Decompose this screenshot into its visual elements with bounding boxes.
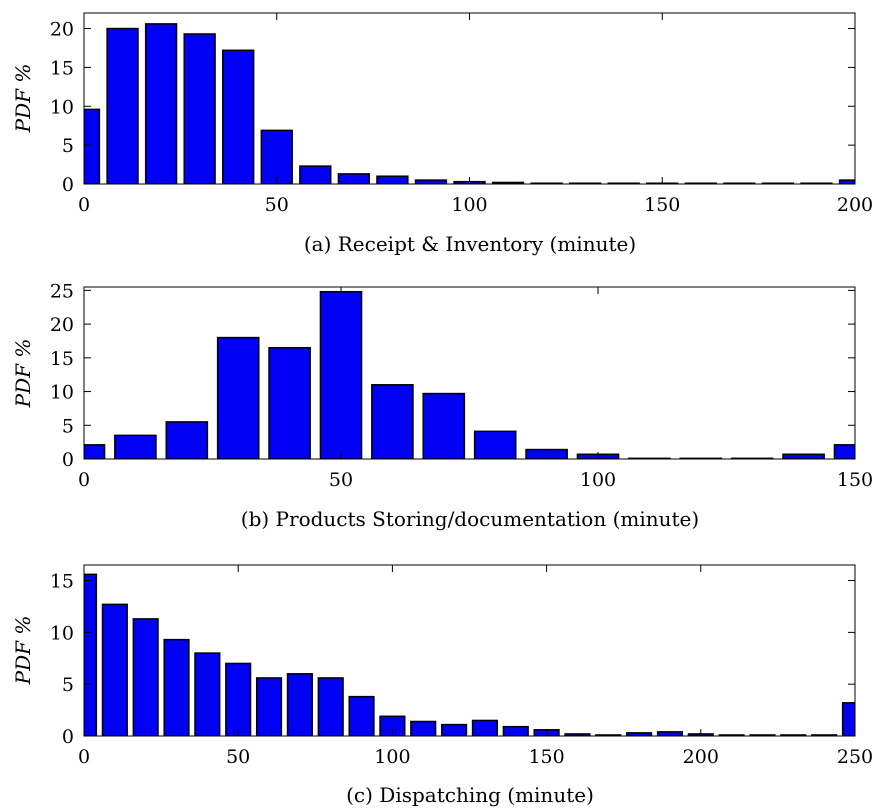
x-tick-label-products-storing-100: 100 [580, 469, 616, 491]
bar-products-storing-10 [114, 434, 157, 459]
bar-products-storing-20 [165, 421, 209, 459]
bar-receipt-inventory-60 [299, 165, 332, 184]
bar-dispatching-30 [163, 638, 190, 736]
x-tick-label-receipt-inventory-200: 200 [837, 194, 873, 216]
x-tick-label-products-storing-50: 50 [329, 469, 353, 491]
bar-receipt-inventory-50 [260, 129, 293, 184]
bar-dispatching-60 [255, 677, 283, 736]
y-tick-label-products-storing-15: 15 [50, 348, 74, 370]
x-tick-label-dispatching-100: 100 [374, 746, 410, 768]
bar-dispatching-90 [348, 695, 375, 736]
bar-products-storing-30 [216, 336, 260, 459]
y-tick-label-dispatching-0: 0 [62, 726, 74, 748]
y-tick-label-receipt-inventory-10: 10 [50, 96, 74, 118]
caption-products-storing: (b) Products Storing/documentation (minu… [241, 507, 699, 531]
bar-dispatching-40 [194, 652, 221, 736]
panel-products-storing: 0 50 100 150 0 5 10 15 20 25 PDF % (b) Products S… [11, 280, 873, 531]
y-axis-label-dispatching: PDF % [11, 616, 35, 686]
x-tick-label-products-storing-150: 150 [837, 469, 873, 491]
bar-receipt-inventory-90 [414, 179, 448, 184]
y-tick-label-dispatching-10: 10 [50, 622, 74, 644]
ticks-products-storing: 0 50 100 150 0 5 10 15 20 25 [50, 280, 873, 491]
bar-dispatching-170 [595, 734, 622, 736]
x-tick-label-products-storing-0: 0 [78, 469, 90, 491]
x-tick-label-dispatching-150: 150 [528, 746, 564, 768]
y-tick-label-dispatching-5: 5 [62, 674, 74, 696]
bar-dispatching-180 [626, 732, 653, 736]
y-tick-label-receipt-inventory-5: 5 [62, 135, 74, 157]
x-tick-label-receipt-inventory-100: 100 [451, 194, 487, 216]
bar-dispatching-70 [286, 673, 313, 736]
bar-products-storing-40 [268, 346, 311, 459]
y-tick-label-products-storing-20: 20 [50, 314, 74, 336]
bar-dispatching-110 [410, 720, 437, 736]
bar-dispatching-80 [317, 677, 344, 736]
bar-products-storing-140 [782, 453, 825, 459]
x-tick-label-dispatching-250: 250 [837, 746, 873, 768]
bar-dispatching-120 [440, 723, 468, 736]
x-tick-label-receipt-inventory-150: 150 [644, 194, 680, 216]
bar-dispatching-0 [84, 573, 98, 736]
bar-receipt-inventory-200 [838, 179, 855, 184]
bar-receipt-inventory-70 [337, 173, 371, 184]
bar-receipt-inventory-80 [376, 175, 409, 184]
bar-dispatching-210 [718, 734, 745, 736]
bar-products-storing-0 [84, 444, 106, 459]
panel-receipt-inventory: 0 50 100 150 200 0 5 10 15 20 PDF % (a) Receipt &… [11, 12, 873, 256]
ticks-dispatching: 0 50 100 150 200 250 0 5 10 15 [50, 565, 873, 768]
bar-products-storing-60 [371, 384, 414, 459]
bar-dispatching-20 [132, 618, 159, 736]
y-axis-label-receipt-inventory: PDF % [11, 64, 35, 134]
x-tick-label-dispatching-50: 50 [226, 746, 250, 768]
caption-dispatching: (c) Dispatching (minute) [346, 783, 594, 807]
ticks-receipt-inventory: 0 50 100 150 200 0 5 10 15 20 [50, 13, 873, 216]
x-tick-label-receipt-inventory-50: 50 [265, 194, 289, 216]
y-tick-label-products-storing-5: 5 [62, 415, 74, 437]
bars-products-storing [84, 290, 855, 459]
bar-dispatching-230 [780, 734, 807, 736]
bar-products-storing-70 [422, 392, 466, 459]
bar-products-storing-80 [473, 430, 517, 459]
bar-dispatching-140 [502, 725, 529, 736]
y-tick-label-products-storing-25: 25 [50, 280, 74, 302]
bar-dispatching-50 [225, 662, 252, 736]
y-tick-label-dispatching-15: 15 [50, 571, 74, 593]
x-tick-label-dispatching-200: 200 [683, 746, 719, 768]
bar-dispatching-240 [811, 734, 838, 736]
caption-receipt-inventory: (a) Receipt & Inventory (minute) [304, 232, 636, 256]
bar-receipt-inventory-10 [106, 27, 139, 184]
x-tick-label-receipt-inventory-0: 0 [78, 194, 90, 216]
bar-receipt-inventory-30 [183, 33, 216, 184]
bar-products-storing-150 [833, 444, 855, 459]
plot-frame-dispatching [83, 564, 856, 737]
bar-receipt-inventory-40 [222, 49, 255, 184]
bar-products-storing-50 [319, 290, 363, 459]
bar-products-storing-90 [525, 448, 568, 459]
x-tick-label-dispatching-0: 0 [78, 746, 90, 768]
bar-dispatching-190 [656, 731, 684, 736]
bars-receipt-inventory [84, 23, 855, 184]
bar-dispatching-130 [471, 719, 498, 736]
bar-dispatching-10 [101, 603, 128, 736]
y-tick-label-receipt-inventory-15: 15 [50, 57, 74, 79]
bar-dispatching-220 [749, 734, 776, 736]
bars-dispatching [84, 573, 855, 736]
panel-dispatching: 0 50 100 150 200 250 0 5 10 15 PDF % (c) Dispatch… [11, 564, 873, 807]
y-tick-label-receipt-inventory-0: 0 [62, 174, 74, 196]
y-tick-label-products-storing-10: 10 [50, 382, 74, 404]
bar-receipt-inventory-20 [144, 23, 178, 184]
y-axis-label-products-storing: PDF % [11, 339, 35, 409]
y-tick-label-receipt-inventory-20: 20 [50, 19, 74, 41]
y-tick-label-products-storing-0: 0 [62, 449, 74, 471]
plot-frame-products-storing [83, 286, 856, 460]
